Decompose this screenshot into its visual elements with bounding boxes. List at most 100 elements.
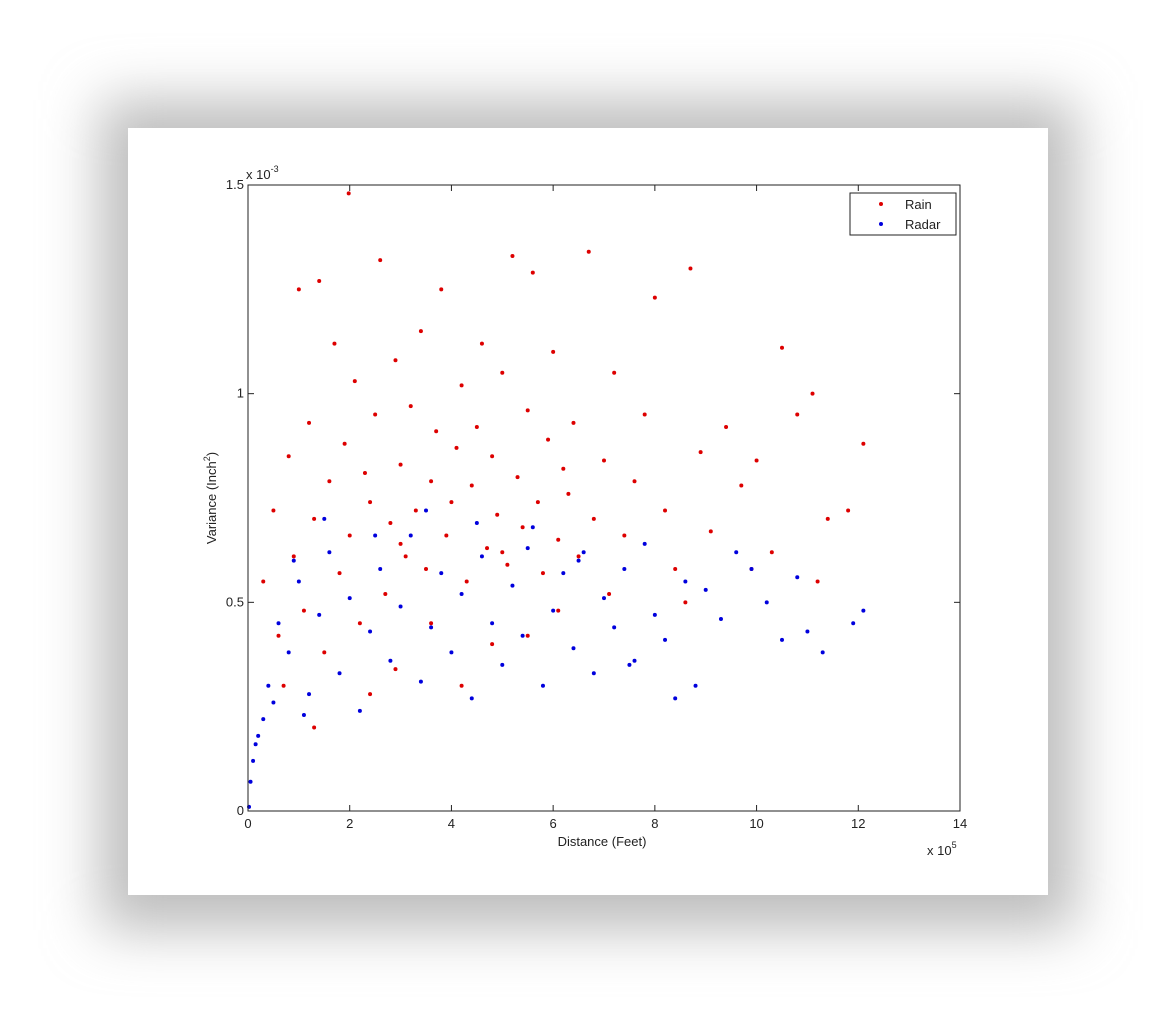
point	[317, 278, 322, 283]
point	[602, 596, 606, 601]
point	[327, 479, 332, 484]
point	[566, 491, 571, 496]
point	[253, 742, 258, 747]
y-exponent-power: -3	[271, 164, 279, 174]
point	[571, 646, 576, 651]
point	[602, 458, 606, 463]
plot-frame	[247, 184, 961, 812]
point	[248, 779, 253, 784]
point	[346, 191, 351, 196]
point	[683, 579, 688, 584]
point	[434, 429, 439, 434]
point	[413, 508, 418, 513]
point	[439, 571, 444, 576]
point	[398, 604, 403, 609]
point	[652, 295, 657, 300]
point	[357, 708, 362, 713]
point	[530, 270, 535, 275]
point	[652, 612, 657, 617]
point	[266, 683, 271, 688]
point	[393, 667, 398, 672]
point	[479, 554, 484, 559]
y-tick-label: 1	[237, 386, 244, 401]
x-tick-label: 2	[346, 816, 353, 831]
legend-box	[849, 192, 957, 236]
point	[418, 329, 423, 334]
y-axis-label: Variance (Inch2)	[202, 452, 219, 544]
point	[301, 713, 306, 718]
x-tick-label: 14	[953, 816, 967, 831]
point	[454, 445, 459, 450]
point	[810, 391, 815, 396]
point	[718, 617, 723, 622]
point	[490, 454, 495, 459]
point	[312, 516, 317, 521]
point	[352, 379, 357, 384]
point	[307, 420, 312, 425]
point	[739, 483, 744, 488]
point	[663, 508, 668, 513]
point	[398, 462, 403, 467]
y-tick-label: 0	[237, 803, 244, 818]
point	[535, 500, 540, 505]
point	[734, 550, 739, 555]
x-tick-label: 12	[851, 816, 865, 831]
point	[642, 541, 647, 546]
point	[469, 483, 474, 488]
legend-label: Rain	[905, 197, 932, 212]
point	[490, 621, 495, 626]
x-exponent: x 105	[927, 840, 957, 858]
x-tick-label: 6	[550, 816, 557, 831]
point	[795, 412, 800, 417]
point	[286, 454, 291, 459]
point	[688, 266, 693, 271]
point	[459, 591, 464, 596]
point	[525, 546, 530, 551]
point	[515, 475, 520, 480]
point	[271, 700, 276, 705]
point	[337, 671, 342, 676]
point	[388, 521, 393, 526]
point	[500, 662, 505, 667]
point	[479, 341, 484, 346]
point	[388, 658, 393, 663]
point	[322, 650, 327, 655]
point	[632, 479, 637, 484]
point	[256, 733, 261, 738]
point	[795, 575, 800, 580]
point	[337, 571, 342, 576]
point	[780, 345, 784, 350]
point	[347, 596, 352, 601]
point	[449, 650, 454, 655]
point	[408, 404, 413, 409]
point	[576, 554, 581, 559]
point	[317, 612, 322, 617]
point	[510, 253, 515, 258]
point	[291, 558, 296, 563]
point	[286, 650, 291, 655]
point	[607, 591, 612, 596]
point	[261, 717, 266, 722]
point	[418, 679, 423, 684]
point	[683, 600, 688, 605]
point	[724, 425, 729, 430]
point	[622, 566, 627, 571]
point	[612, 625, 617, 630]
point	[693, 683, 698, 688]
y-exponent: x 10-3	[246, 164, 279, 182]
x-exponent-power: 5	[952, 840, 957, 850]
point	[383, 591, 388, 596]
y-tick-label: 0.5	[226, 594, 244, 609]
y-label-close: )	[204, 452, 219, 456]
legend-marker	[879, 202, 883, 206]
point	[846, 508, 851, 513]
point	[551, 349, 556, 354]
point	[424, 566, 428, 571]
point	[820, 650, 825, 655]
point	[474, 425, 479, 430]
point	[805, 629, 810, 634]
point	[769, 550, 774, 555]
point	[642, 412, 647, 417]
